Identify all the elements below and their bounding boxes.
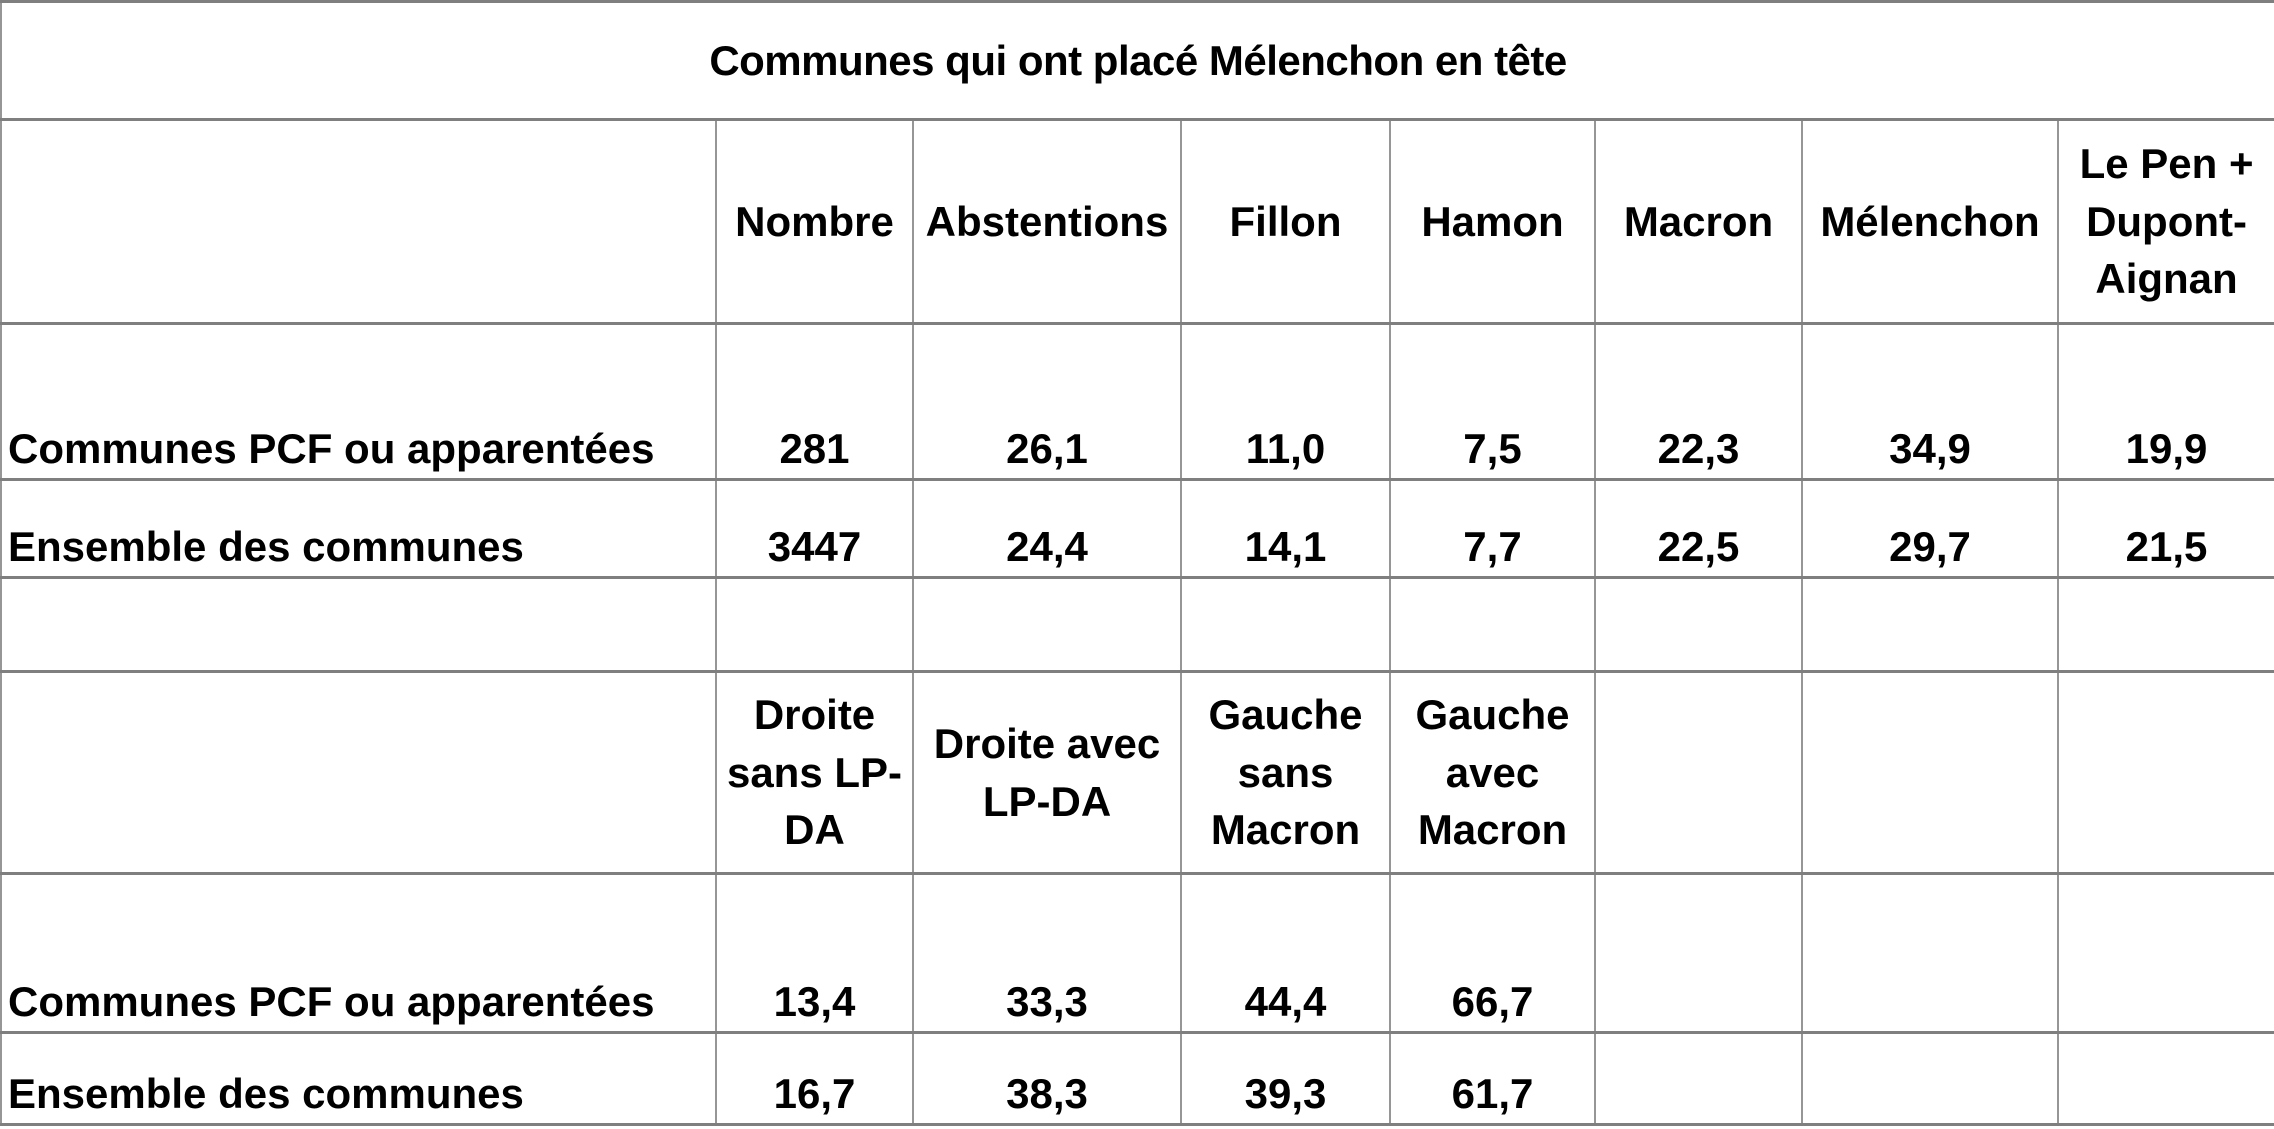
col-header-macron: Macron <box>1594 118 1803 325</box>
cell-s1-pcf-hamon: 7,5 <box>1389 322 1596 481</box>
page-title: Communes qui ont placé Mélenchon en tête <box>0 0 2274 121</box>
col-header-lepen-dupont-aignan: Le Pen + Dupont-Aignan <box>2056 118 2274 325</box>
col-header-droite-avec-lpda: Droite avec LP-DA <box>912 670 1182 875</box>
title-row: Communes qui ont placé Mélenchon en tête <box>0 0 2274 121</box>
cell-s1-pcf-fillon: 11,0 <box>1180 322 1391 481</box>
cell-s2-pcf-droite-sans: 13,4 <box>715 872 914 1034</box>
cell-s1-ens-fillon: 14,1 <box>1180 478 1391 579</box>
cell-s2-ens-droite-avec: 38,3 <box>912 1031 1182 1126</box>
cell-s1-ens-abstentions: 24,4 <box>912 478 1182 579</box>
spacer-row <box>0 576 2274 673</box>
cell-s1-pcf-nombre: 281 <box>715 322 914 481</box>
cell-s1-ens-melenchon: 29,7 <box>1801 478 2059 579</box>
cell-s2-ens-droite-sans: 16,7 <box>715 1031 914 1126</box>
row-label-ensemble: Ensemble des communes <box>0 478 717 579</box>
cell-s1-pcf-abstentions: 26,1 <box>912 322 1182 481</box>
col-header-droite-sans-lpda: Droite sans LP-DA <box>715 670 914 875</box>
table-row-s1-ensemble: Ensemble des communes 3447 24,4 14,1 7,7… <box>0 478 2274 579</box>
cell-s2-ens-gauche-sans: 39,3 <box>1180 1031 1391 1126</box>
col-header-gauche-avec-macron: Gauche avec Macron <box>1389 670 1596 875</box>
cell-s1-ens-macron: 22,5 <box>1594 478 1803 579</box>
col-header-abstentions: Abstentions <box>912 118 1182 325</box>
cell-s2-pcf-gauche-sans: 44,4 <box>1180 872 1391 1034</box>
row-label-pcf: Communes PCF ou apparentées <box>0 322 717 481</box>
cell-s1-pcf-melenchon: 34,9 <box>1801 322 2059 481</box>
cell-s1-ens-nombre: 3447 <box>715 478 914 579</box>
cell-s1-ens-lepen-da: 21,5 <box>2056 478 2274 579</box>
col-header-gauche-sans-macron: Gauche sans Macron <box>1180 670 1391 875</box>
cell-s2-ens-gauche-avec: 61,7 <box>1389 1031 1596 1126</box>
col-header-melenchon: Mélenchon <box>1801 118 2059 325</box>
cell-s2-pcf-gauche-avec: 66,7 <box>1389 872 1596 1034</box>
cell-s1-pcf-lepen-da: 19,9 <box>2056 322 2274 481</box>
col-header-fillon: Fillon <box>1180 118 1391 325</box>
cell-s1-pcf-macron: 22,3 <box>1594 322 1803 481</box>
table-row-s1-pcf: Communes PCF ou apparentées 281 26,1 11,… <box>0 322 2274 481</box>
table-row-s2-ensemble: Ensemble des communes 16,7 38,3 39,3 61,… <box>0 1031 2274 1126</box>
cell-s1-ens-hamon: 7,7 <box>1389 478 1596 579</box>
section2-header-row: Droite sans LP-DA Droite avec LP-DA Gauc… <box>0 670 2274 875</box>
row-label-pcf-2: Communes PCF ou apparentées <box>0 872 717 1034</box>
section1-header-row: Nombre Abstentions Fillon Hamon Macron M… <box>0 118 2274 325</box>
table-row-s2-pcf: Communes PCF ou apparentées 13,4 33,3 44… <box>0 872 2274 1034</box>
row-label-ensemble-2: Ensemble des communes <box>0 1031 717 1126</box>
cell-s2-pcf-droite-avec: 33,3 <box>912 872 1182 1034</box>
corner-cell <box>0 118 717 325</box>
col-header-hamon: Hamon <box>1389 118 1596 325</box>
col-header-nombre: Nombre <box>715 118 914 325</box>
